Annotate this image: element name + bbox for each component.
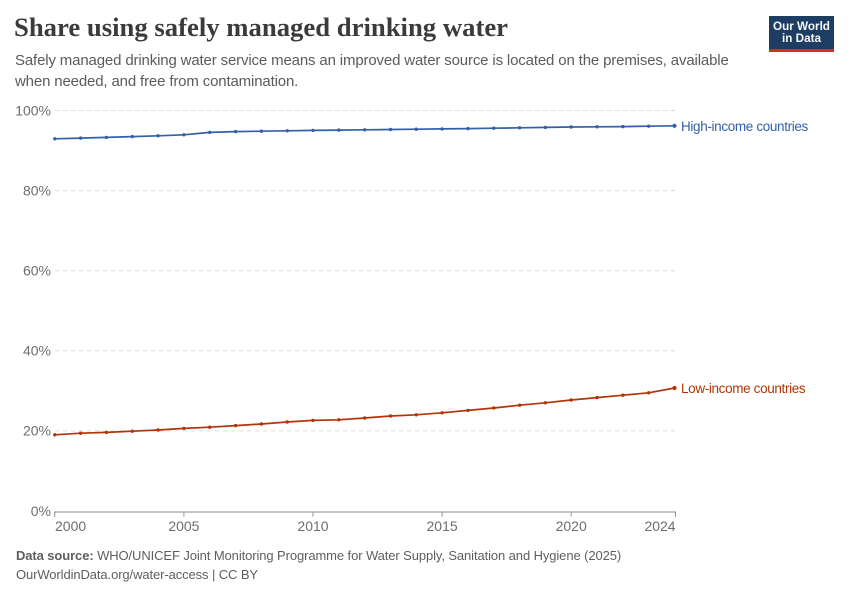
svg-text:20%: 20% xyxy=(23,423,51,439)
svg-text:2005: 2005 xyxy=(168,518,199,534)
svg-text:60%: 60% xyxy=(23,263,51,279)
svg-text:2020: 2020 xyxy=(556,518,587,534)
svg-text:40%: 40% xyxy=(23,343,51,359)
svg-text:2015: 2015 xyxy=(427,518,458,534)
svg-text:80%: 80% xyxy=(23,182,51,198)
svg-text:2024: 2024 xyxy=(644,518,675,534)
svg-text:2000: 2000 xyxy=(55,518,86,534)
svg-text:2010: 2010 xyxy=(297,518,328,534)
svg-text:100%: 100% xyxy=(15,102,51,118)
svg-text:0%: 0% xyxy=(31,503,51,519)
